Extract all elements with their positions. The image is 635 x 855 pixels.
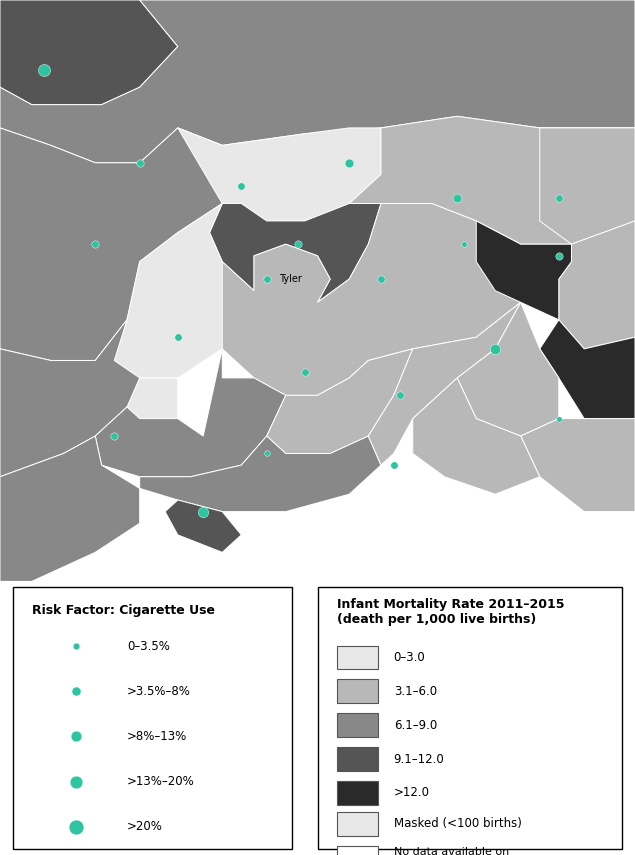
Polygon shape bbox=[457, 303, 559, 436]
Polygon shape bbox=[349, 116, 635, 245]
Polygon shape bbox=[559, 221, 635, 349]
Point bbox=[554, 249, 564, 262]
Text: Risk Factor: Cigarette Use: Risk Factor: Cigarette Use bbox=[32, 604, 215, 617]
Polygon shape bbox=[203, 203, 521, 395]
Text: 0–3.0: 0–3.0 bbox=[394, 651, 425, 664]
Point bbox=[198, 504, 208, 518]
Bar bbox=[337, 846, 378, 855]
Text: >8%–13%: >8%–13% bbox=[127, 730, 187, 743]
FancyBboxPatch shape bbox=[318, 587, 622, 849]
Polygon shape bbox=[521, 419, 635, 511]
Point bbox=[293, 238, 304, 251]
Polygon shape bbox=[0, 0, 635, 162]
Bar bbox=[337, 680, 378, 704]
Point bbox=[109, 429, 119, 443]
Point bbox=[135, 156, 145, 169]
Point bbox=[389, 458, 399, 472]
Text: >12.0: >12.0 bbox=[394, 787, 430, 799]
Text: 6.1–9.0: 6.1–9.0 bbox=[394, 719, 437, 732]
Polygon shape bbox=[540, 320, 635, 419]
Point bbox=[262, 272, 272, 286]
Point bbox=[554, 412, 564, 426]
Polygon shape bbox=[0, 320, 140, 477]
Point bbox=[71, 775, 81, 788]
Text: Masked (<100 births): Masked (<100 births) bbox=[394, 817, 521, 830]
Text: 3.1–6.0: 3.1–6.0 bbox=[394, 685, 437, 698]
Polygon shape bbox=[140, 436, 381, 511]
Text: No data available on
number of infant deaths: No data available on number of infant de… bbox=[394, 847, 530, 855]
Polygon shape bbox=[413, 378, 540, 494]
Polygon shape bbox=[368, 303, 521, 465]
Point bbox=[452, 191, 462, 204]
Polygon shape bbox=[95, 349, 286, 477]
Text: 9.1–12.0: 9.1–12.0 bbox=[394, 752, 444, 765]
Polygon shape bbox=[178, 128, 381, 221]
Point bbox=[490, 342, 500, 356]
Point bbox=[173, 330, 183, 344]
Point bbox=[458, 238, 469, 251]
Bar bbox=[337, 812, 378, 836]
FancyBboxPatch shape bbox=[13, 587, 292, 849]
Point bbox=[554, 191, 564, 204]
Point bbox=[90, 238, 100, 251]
Bar bbox=[337, 747, 378, 771]
Bar bbox=[337, 713, 378, 737]
Point bbox=[236, 180, 246, 193]
Bar bbox=[337, 646, 378, 669]
Polygon shape bbox=[165, 500, 241, 552]
Text: >3.5%–8%: >3.5%–8% bbox=[127, 685, 191, 698]
Polygon shape bbox=[540, 128, 635, 245]
Polygon shape bbox=[0, 0, 178, 104]
Text: >13%–20%: >13%–20% bbox=[127, 775, 195, 788]
Text: 0–3.5%: 0–3.5% bbox=[127, 640, 170, 652]
Polygon shape bbox=[254, 245, 330, 303]
Point bbox=[39, 63, 50, 77]
Point bbox=[344, 156, 354, 169]
Point bbox=[71, 729, 81, 743]
Text: Tyler: Tyler bbox=[279, 274, 302, 284]
Point bbox=[71, 640, 81, 653]
Point bbox=[300, 365, 310, 379]
Text: >20%: >20% bbox=[127, 820, 163, 834]
Polygon shape bbox=[0, 128, 222, 361]
Point bbox=[395, 388, 405, 402]
Point bbox=[71, 685, 81, 699]
Polygon shape bbox=[210, 203, 381, 303]
Point bbox=[71, 820, 81, 834]
Polygon shape bbox=[114, 203, 222, 378]
Text: Infant Mortality Rate 2011–2015
(death per 1,000 live births): Infant Mortality Rate 2011–2015 (death p… bbox=[337, 598, 564, 626]
Polygon shape bbox=[267, 349, 413, 453]
Polygon shape bbox=[476, 221, 572, 320]
Polygon shape bbox=[0, 436, 140, 581]
Point bbox=[376, 272, 386, 286]
Polygon shape bbox=[127, 378, 178, 419]
Point bbox=[262, 446, 272, 460]
Bar bbox=[337, 781, 378, 805]
